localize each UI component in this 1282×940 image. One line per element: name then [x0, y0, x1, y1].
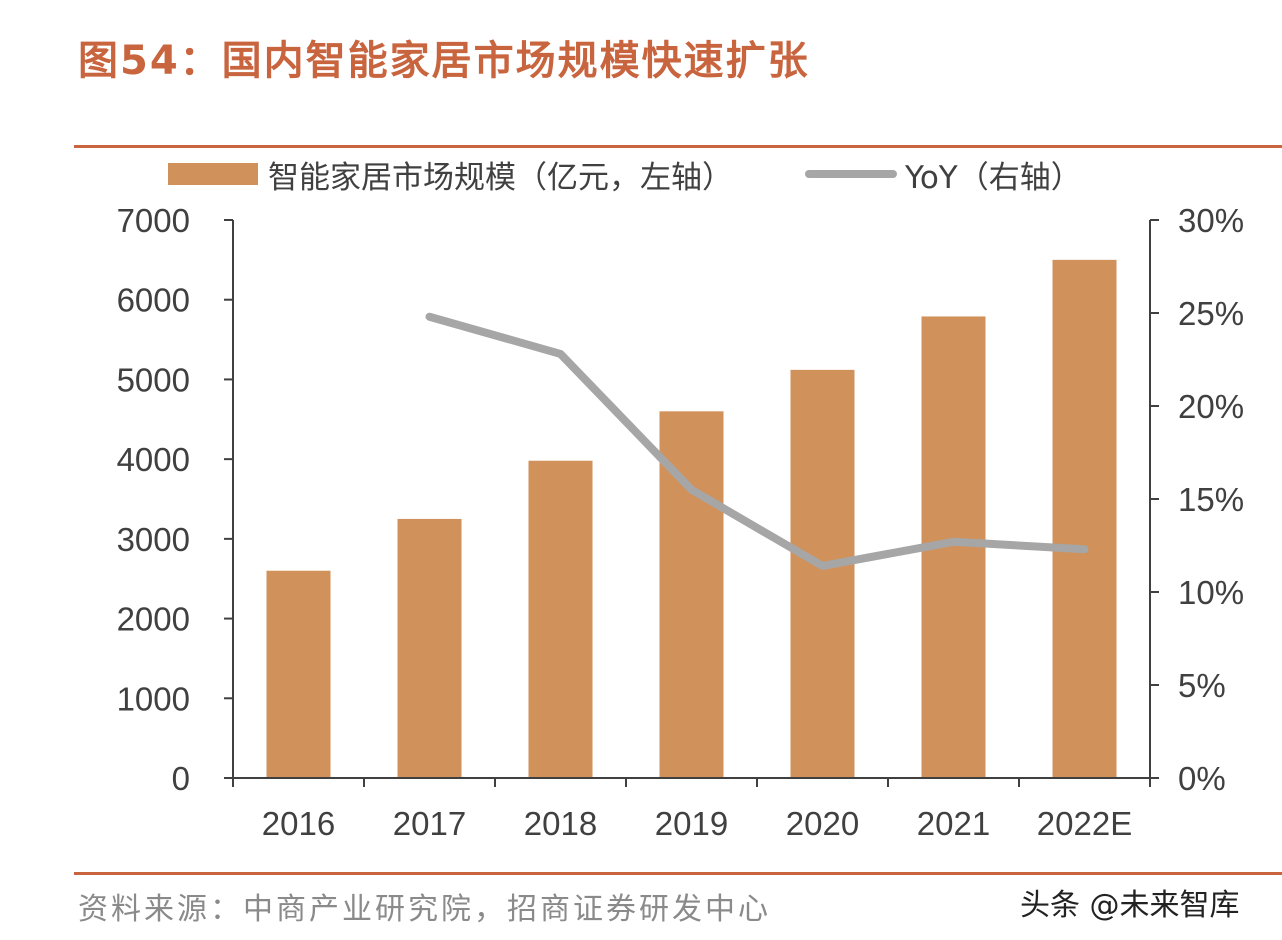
bar-2018	[528, 460, 593, 778]
x-tick-label: 2021	[917, 805, 990, 842]
right-tick-label: 10%	[1178, 574, 1244, 611]
left-tick-label: 4000	[117, 441, 190, 478]
x-tick-label: 2019	[655, 805, 728, 842]
bar-2016	[266, 570, 331, 778]
x-tick-label: 2018	[524, 805, 597, 842]
legend-line-label: YoY（右轴）	[905, 159, 1082, 196]
left-tick-label: 3000	[117, 521, 190, 558]
legend-bar-label: 智能家居市场规模（亿元，左轴）	[268, 159, 733, 196]
bar-2022E	[1052, 259, 1117, 778]
left-tick-label: 6000	[117, 282, 190, 319]
bar-2020	[790, 369, 855, 778]
x-tick-label: 2022E	[1037, 805, 1132, 842]
right-tick-label: 20%	[1178, 388, 1244, 425]
x-tick-label: 2020	[786, 805, 859, 842]
x-tick-label: 2017	[393, 805, 466, 842]
top-divider	[74, 145, 1282, 148]
left-tick-label: 1000	[117, 680, 190, 717]
left-tick-label: 2000	[117, 601, 190, 638]
chart-title: 图54：国内智能家居市场规模快速扩张	[78, 38, 810, 84]
right-tick-label: 0%	[1178, 760, 1226, 797]
legend-line-swatch	[805, 170, 897, 178]
legend: 智能家居市场规模（亿元，左轴） YoY（右轴）	[168, 152, 1082, 196]
left-tick-label: 7000	[117, 202, 190, 239]
right-tick-label: 25%	[1178, 295, 1244, 332]
source-note: 资料来源：中商产业研究院，招商证券研发中心	[78, 892, 771, 927]
right-tick-label: 5%	[1178, 667, 1226, 704]
bar-2017	[397, 518, 462, 778]
watermark: 头条 @未来智库	[1020, 888, 1240, 923]
left-tick-label: 0	[172, 760, 190, 797]
chart-area: 0 1000 2000 3000 4000 5000 6000 7000 0% 5% 10% 15% 2…	[117, 202, 1244, 842]
left-tick-label: 5000	[117, 361, 190, 398]
legend-bar-swatch	[168, 163, 258, 185]
bottom-divider	[74, 872, 1282, 875]
right-tick-label: 30%	[1178, 202, 1244, 239]
right-tick-label: 15%	[1178, 481, 1244, 518]
yoy-line	[425, 312, 1089, 570]
x-tick-label: 2016	[262, 805, 335, 842]
